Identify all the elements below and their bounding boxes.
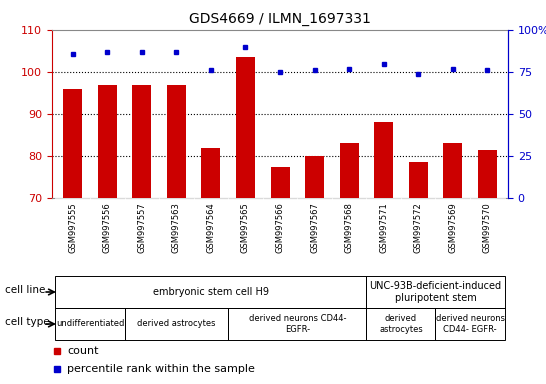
Bar — [167, 84, 186, 198]
Bar — [305, 156, 324, 198]
Bar — [98, 84, 117, 198]
Bar — [270, 167, 289, 198]
Bar — [63, 89, 82, 198]
Text: UNC-93B-deficient-induced
pluripotent stem: UNC-93B-deficient-induced pluripotent st… — [370, 281, 502, 303]
Text: GSM997565: GSM997565 — [241, 202, 250, 253]
Text: derived neurons
CD44- EGFR-: derived neurons CD44- EGFR- — [436, 314, 505, 334]
Text: GSM997563: GSM997563 — [172, 202, 181, 253]
Text: embryonic stem cell H9: embryonic stem cell H9 — [153, 287, 269, 297]
Text: GSM997557: GSM997557 — [137, 202, 146, 253]
Text: cell line: cell line — [5, 285, 45, 295]
Text: derived
astrocytes: derived astrocytes — [379, 314, 423, 334]
Text: derived neurons CD44-
EGFR-: derived neurons CD44- EGFR- — [248, 314, 346, 334]
Bar — [409, 162, 428, 198]
Bar — [478, 150, 497, 198]
Text: percentile rank within the sample: percentile rank within the sample — [67, 364, 255, 374]
Bar — [236, 57, 255, 198]
Text: GSM997564: GSM997564 — [206, 202, 216, 253]
Bar — [132, 84, 151, 198]
Title: GDS4669 / ILMN_1697331: GDS4669 / ILMN_1697331 — [189, 12, 371, 26]
Text: count: count — [67, 346, 98, 356]
Text: undifferentiated: undifferentiated — [56, 319, 124, 328]
Text: GSM997569: GSM997569 — [448, 202, 457, 253]
Bar — [374, 122, 393, 198]
Text: GSM997571: GSM997571 — [379, 202, 388, 253]
Text: GSM997556: GSM997556 — [103, 202, 112, 253]
Text: derived astrocytes: derived astrocytes — [137, 319, 216, 328]
Bar — [201, 147, 221, 198]
Text: GSM997567: GSM997567 — [310, 202, 319, 253]
Bar — [443, 143, 462, 198]
Text: GSM997568: GSM997568 — [345, 202, 354, 253]
Text: GSM997572: GSM997572 — [414, 202, 423, 253]
Text: cell type: cell type — [5, 318, 50, 328]
Text: GSM997555: GSM997555 — [68, 202, 77, 253]
Text: GSM997566: GSM997566 — [276, 202, 284, 253]
Bar — [340, 143, 359, 198]
Text: GSM997570: GSM997570 — [483, 202, 492, 253]
